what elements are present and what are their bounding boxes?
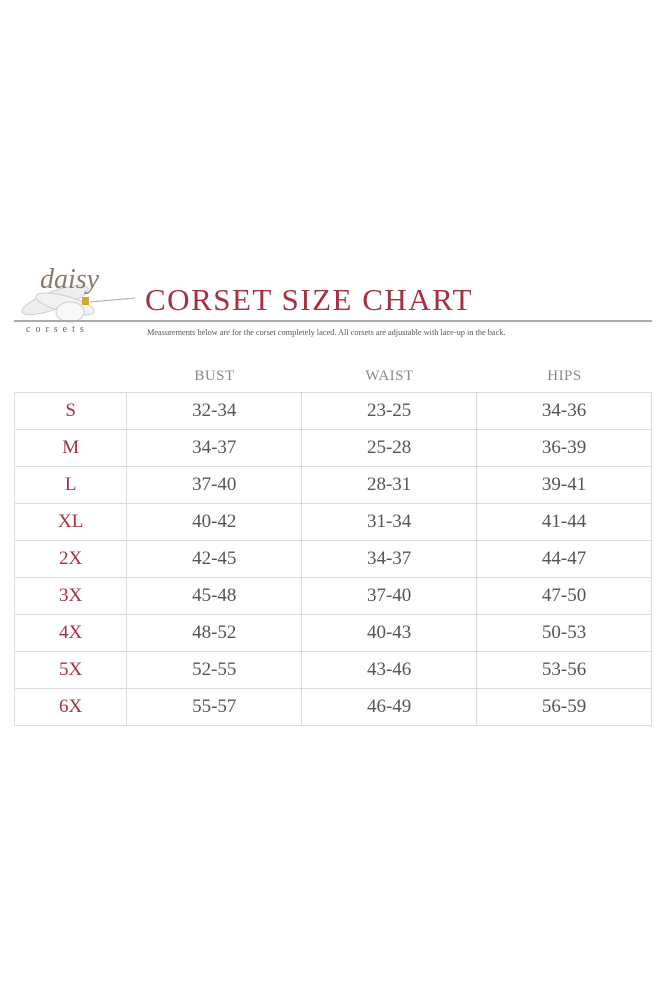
table-row: 4X 48-52 40-43 50-53 [13,614,652,652]
logo-subtext: corsets [26,324,89,335]
waist-cell: 25-28 [301,429,478,467]
bust-cell: 48-52 [126,614,303,652]
column-header-bust: BUST [194,368,235,384]
bust-cell: 42-45 [126,540,303,578]
table-row: M 34-37 25-28 36-39 [13,429,652,467]
flower-icon [21,284,136,323]
column-header-hips: HIPS [547,368,582,384]
hips-cell: 36-39 [476,429,652,467]
waist-cell: 31-34 [301,503,478,541]
size-table: S 32-34 23-25 34-36 M 34-37 25-28 36-39 L 37-40 28… [13,392,652,726]
daisy-corsets-logo: daisy corsets [10,262,140,342]
waist-cell: 23-25 [301,392,478,430]
divider [14,320,652,322]
size-cell: M [13,429,128,467]
hips-cell: 39-41 [476,466,652,504]
hips-cell: 53-56 [476,651,652,689]
hips-cell: 44-47 [476,540,652,578]
bust-cell: 45-48 [126,577,303,615]
size-cell: 6X [13,688,128,726]
hips-cell: 47-50 [476,577,652,615]
bust-cell: 32-34 [126,392,303,430]
bust-cell: 37-40 [126,466,303,504]
size-cell: S [13,392,128,430]
size-cell: 5X [13,651,128,689]
subtitle: Measurements below are for the corset co… [147,328,506,337]
waist-cell: 37-40 [301,577,478,615]
bust-cell: 34-37 [126,429,303,467]
hips-cell: 50-53 [476,614,652,652]
table-row: L 37-40 28-31 39-41 [13,466,652,504]
waist-cell: 46-49 [301,688,478,726]
column-header-waist: WAIST [365,368,414,384]
size-cell: XL [13,503,128,541]
size-cell: L [13,466,128,504]
table-row: 3X 45-48 37-40 47-50 [13,577,652,615]
hips-cell: 34-36 [476,392,652,430]
table-row: 6X 55-57 46-49 56-59 [13,688,652,726]
hips-cell: 41-44 [476,503,652,541]
table-row: 2X 42-45 34-37 44-47 [13,540,652,578]
waist-cell: 43-46 [301,651,478,689]
hips-cell: 56-59 [476,688,652,726]
size-cell: 4X [13,614,128,652]
page-title: CORSET SIZE CHART [145,282,473,317]
size-cell: 2X [13,540,128,578]
waist-cell: 34-37 [301,540,478,578]
waist-cell: 28-31 [301,466,478,504]
table-row: S 32-34 23-25 34-36 [13,392,652,430]
bust-cell: 52-55 [126,651,303,689]
waist-cell: 40-43 [301,614,478,652]
size-cell: 3X [13,577,128,615]
bust-cell: 40-42 [126,503,303,541]
table-row: 5X 52-55 43-46 53-56 [13,651,652,689]
logo-script: daisy [40,264,100,295]
bust-cell: 55-57 [126,688,303,726]
table-row: XL 40-42 31-34 41-44 [13,503,652,541]
